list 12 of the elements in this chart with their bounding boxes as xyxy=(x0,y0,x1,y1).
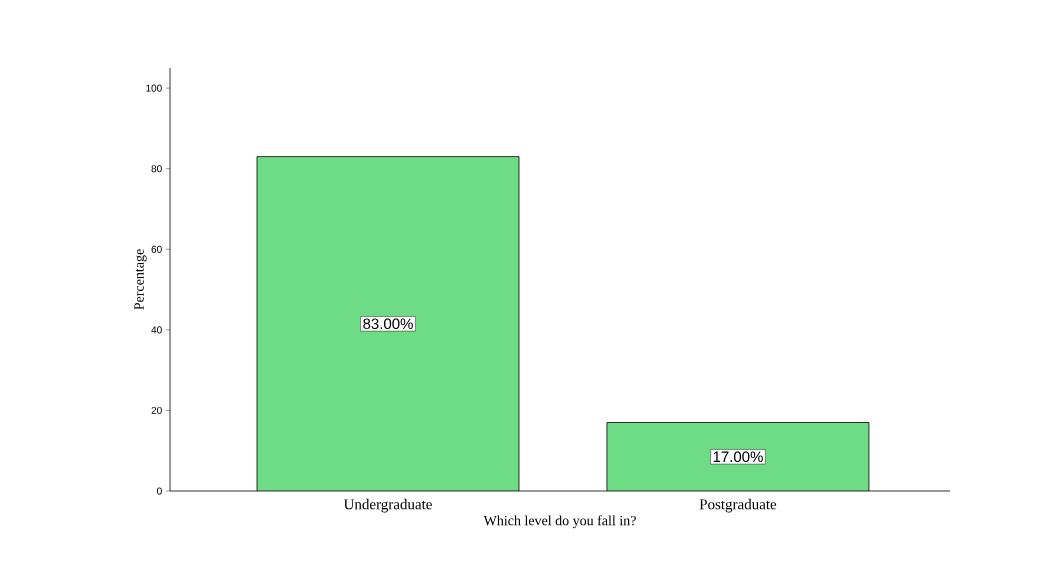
y-axis-title: Percentage xyxy=(134,249,147,310)
x-axis-title: Which level do you fall in? xyxy=(483,515,636,529)
data-label: 83.00% xyxy=(363,318,413,330)
y-tick-label: 100 xyxy=(146,84,162,92)
x-tick-label: Undergraduate xyxy=(343,498,432,513)
x-tick-label: Postgraduate xyxy=(699,498,777,513)
y-tick-label: 0 xyxy=(157,487,162,495)
y-tick-label: 40 xyxy=(151,326,162,334)
y-tick-label: 80 xyxy=(151,165,162,173)
y-tick-label: 20 xyxy=(151,406,162,414)
y-tick-label: 60 xyxy=(151,245,162,253)
data-label: 17.00% xyxy=(713,451,763,463)
